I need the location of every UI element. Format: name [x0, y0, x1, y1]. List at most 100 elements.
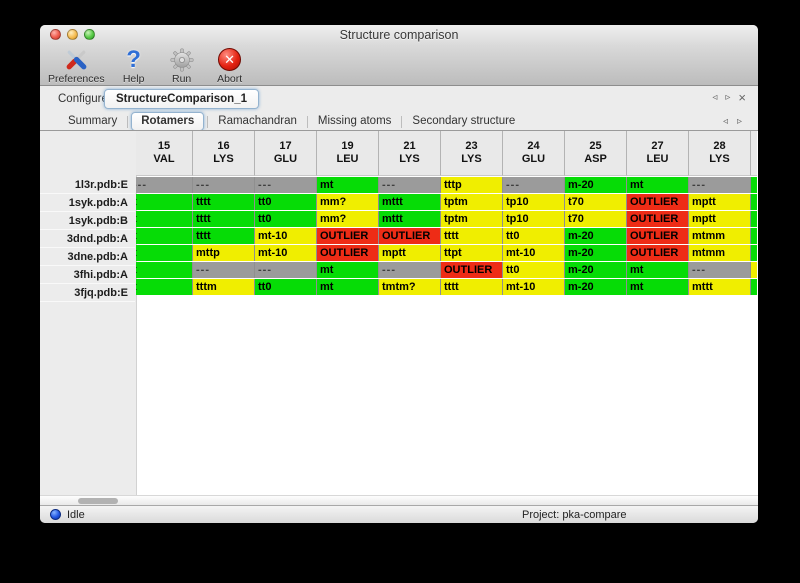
rotamer-cell[interactable]: mt: [317, 262, 379, 278]
rotamer-cell[interactable]: t: [136, 262, 193, 278]
rotamer-cell[interactable]: t: [136, 194, 193, 210]
close-window-button[interactable]: [50, 29, 61, 40]
rotamer-cell[interactable]: mt-10: [255, 245, 317, 261]
rotamer-cell[interactable]: tp10: [503, 211, 565, 227]
configuration-tab[interactable]: StructureComparison_1: [104, 89, 260, 109]
rotamer-cell[interactable]: mptt: [689, 194, 751, 210]
rotamer-cell[interactable]: mptt: [379, 245, 441, 261]
rotamer-cell[interactable]: ---: [193, 262, 255, 278]
rotamer-cell[interactable]: tttt: [193, 194, 255, 210]
help-button[interactable]: ? Help: [115, 47, 153, 85]
structure-row-label[interactable]: 1syk.pdb:B: [40, 213, 135, 230]
rotamer-cell[interactable]: mttt: [379, 194, 441, 210]
rotamer-cell[interactable]: ---: [255, 177, 317, 193]
column-header-19-LEU[interactable]: 19 LEU: [317, 131, 379, 176]
rotamer-cell[interactable]: mt: [627, 262, 689, 278]
rotamer-cell[interactable]: t70: [565, 194, 627, 210]
rotamer-cell[interactable]: m-20: [565, 279, 627, 295]
structure-row-label[interactable]: 3dne.pdb:A: [40, 249, 135, 266]
structure-row-label[interactable]: 1syk.pdb:A: [40, 195, 135, 212]
tab-missing-atoms[interactable]: Missing atoms: [317, 115, 392, 127]
column-header-21-LYS[interactable]: 21 LYS: [379, 131, 441, 176]
scroll-right-icon[interactable]: ▹: [725, 92, 731, 103]
rotamer-cell[interactable]: ---: [379, 262, 441, 278]
rotamer-cell[interactable]: tptm: [441, 194, 503, 210]
rotamer-cell[interactable]: tt0: [255, 279, 317, 295]
rotamer-cell[interactable]: tttp: [441, 177, 503, 193]
rotamer-cell[interactable]: mttt: [689, 279, 751, 295]
rotamer-cell[interactable]: m-20: [565, 262, 627, 278]
structure-row-label[interactable]: 3fhi.pdb:A: [40, 267, 135, 284]
rotamer-cell[interactable]: mt-10: [503, 279, 565, 295]
zoom-window-button[interactable]: [84, 29, 95, 40]
tabs-scroll-left-icon[interactable]: ◃: [722, 116, 728, 127]
rotamer-cell[interactable]: tttt: [193, 211, 255, 227]
close-configuration-icon[interactable]: ×: [738, 89, 746, 105]
rotamer-cell[interactable]: t: [136, 279, 193, 295]
abort-button[interactable]: ✕ Abort: [211, 47, 249, 85]
rotamer-cell[interactable]: ---: [503, 177, 565, 193]
rotamer-cell[interactable]: tttm: [193, 279, 255, 295]
rotamer-cell[interactable]: tt0: [255, 194, 317, 210]
rotamer-cell[interactable]: OUTLIER: [627, 245, 689, 261]
rotamer-cell[interactable]: tt0: [503, 228, 565, 244]
rotamer-cell[interactable]: t: [136, 211, 193, 227]
tab-rotamers[interactable]: Rotamers: [131, 112, 205, 131]
horizontal-scrollbar[interactable]: [40, 495, 758, 506]
rotamer-cell[interactable]: ---: [689, 177, 751, 193]
rotamer-cell[interactable]: OUTLIER: [441, 262, 503, 278]
rotamer-cell[interactable]: ttpt: [441, 245, 503, 261]
column-header-23-LYS[interactable]: 23 LYS: [441, 131, 503, 176]
rotamer-cell[interactable]: OUTLIER: [627, 211, 689, 227]
rotamer-cell[interactable]: tt0: [503, 262, 565, 278]
rotamer-cell[interactable]: ---: [255, 262, 317, 278]
rotamer-cell[interactable]: ---: [193, 177, 255, 193]
column-header-24-GLU[interactable]: 24 GLU: [503, 131, 565, 176]
rotamer-cell[interactable]: mm?: [317, 211, 379, 227]
rotamer-cell[interactable]: tttt: [193, 228, 255, 244]
rotamer-cell[interactable]: m-20: [565, 245, 627, 261]
minimize-window-button[interactable]: [67, 29, 78, 40]
rotamer-cell[interactable]: tt0: [255, 211, 317, 227]
title-bar[interactable]: Structure comparison: [40, 25, 758, 45]
column-header-28-LYS[interactable]: 28 LYS: [689, 131, 751, 176]
rotamer-cell[interactable]: mt: [317, 177, 379, 193]
rotamer-cell[interactable]: OUTLIER: [627, 228, 689, 244]
rotamer-cell[interactable]: mttp: [193, 245, 255, 261]
rotamer-cell[interactable]: mt: [317, 279, 379, 295]
rotamer-cell[interactable]: mm?: [317, 194, 379, 210]
rotamer-cell[interactable]: OUTLIER: [627, 194, 689, 210]
rotamer-cell[interactable]: ---: [379, 177, 441, 193]
rotamer-cell[interactable]: OUTLIER: [379, 228, 441, 244]
rotamer-cell[interactable]: mt-10: [503, 245, 565, 261]
rotamer-cell[interactable]: tp10: [503, 194, 565, 210]
rotamer-cell[interactable]: t70: [565, 211, 627, 227]
structure-row-label[interactable]: 3fjq.pdb:E: [40, 285, 135, 302]
rotamer-cell[interactable]: tttt: [441, 228, 503, 244]
structure-row-label[interactable]: 1l3r.pdb:E: [40, 177, 135, 194]
tab-summary[interactable]: Summary: [68, 115, 118, 127]
preferences-button[interactable]: Preferences: [48, 47, 105, 85]
rotamer-cell[interactable]: m-20: [565, 177, 627, 193]
column-header-16-LYS[interactable]: 16 LYS: [193, 131, 255, 176]
scroll-left-icon[interactable]: ◃: [712, 92, 718, 103]
rotamer-cell[interactable]: mptt: [689, 211, 751, 227]
rotamer-cell[interactable]: mt: [627, 279, 689, 295]
rotamer-cell[interactable]: mt-10: [255, 228, 317, 244]
rotamer-cell[interactable]: mtmm: [689, 228, 751, 244]
rotamer-cell[interactable]: ---: [689, 262, 751, 278]
column-header-17-GLU[interactable]: 17 GLU: [255, 131, 317, 176]
rotamer-cell[interactable]: t: [136, 228, 193, 244]
rotamer-cell[interactable]: mt: [627, 177, 689, 193]
horizontal-scrollbar-thumb[interactable]: [78, 498, 118, 504]
column-header-15-VAL[interactable]: 15 VAL: [136, 131, 193, 176]
tabs-scroll-right-icon[interactable]: ▹: [736, 116, 742, 127]
column-header-27-LEU[interactable]: 27 LEU: [627, 131, 689, 176]
rotamer-cell[interactable]: tmtm?: [379, 279, 441, 295]
column-header-25-ASP[interactable]: 25 ASP: [565, 131, 627, 176]
rotamer-cell[interactable]: OUTLIER: [317, 228, 379, 244]
rotamer-cell[interactable]: m-20: [565, 228, 627, 244]
rotamer-cell[interactable]: mtmm: [689, 245, 751, 261]
rotamer-cell[interactable]: tptm: [441, 211, 503, 227]
structure-row-label[interactable]: 3dnd.pdb:A: [40, 231, 135, 248]
